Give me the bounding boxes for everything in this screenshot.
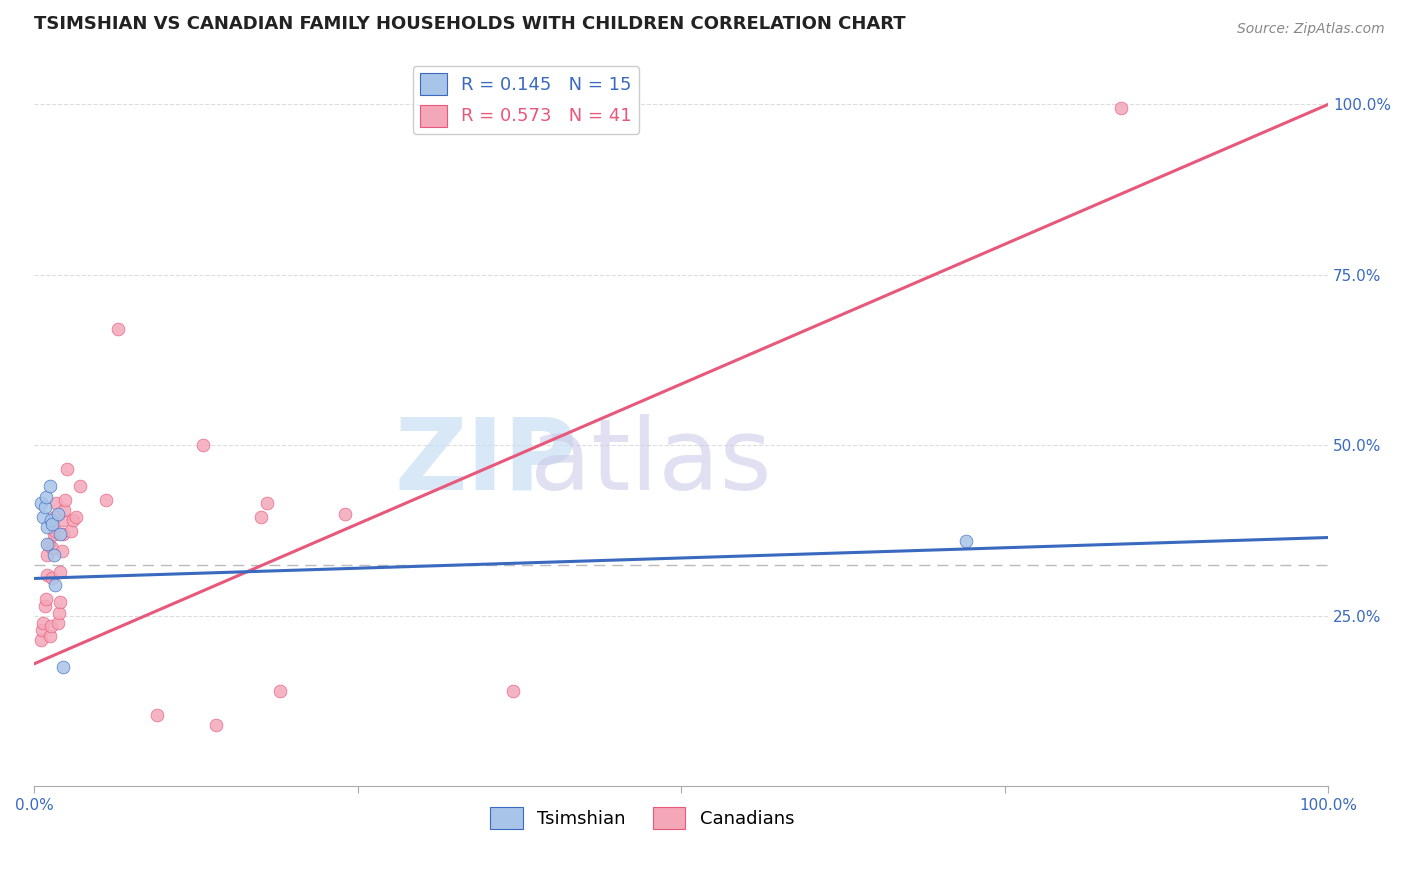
Point — [49, 565, 72, 579]
Point — [49, 527, 72, 541]
Point — [62, 513, 84, 527]
Point — [34, 599, 56, 613]
Point — [37, 568, 59, 582]
Point — [502, 684, 524, 698]
Point — [46, 507, 69, 521]
Point — [49, 595, 72, 609]
Point — [32, 615, 55, 630]
Text: Source: ZipAtlas.com: Source: ZipAtlas.com — [1237, 22, 1385, 37]
Point — [249, 510, 271, 524]
Point — [34, 500, 56, 514]
Point — [38, 479, 60, 493]
Point — [53, 503, 76, 517]
Point — [204, 718, 226, 732]
Point — [45, 496, 67, 510]
Point — [31, 623, 53, 637]
Point — [44, 510, 66, 524]
Point — [37, 548, 59, 562]
Point — [256, 496, 278, 510]
Point — [65, 510, 87, 524]
Point — [39, 619, 62, 633]
Point — [69, 479, 91, 493]
Point — [51, 544, 73, 558]
Text: atlas: atlas — [530, 414, 772, 511]
Point — [44, 578, 66, 592]
Point — [41, 541, 63, 555]
Point — [107, 322, 129, 336]
Point — [46, 615, 69, 630]
Point — [35, 490, 58, 504]
Point — [1109, 101, 1132, 115]
Point — [44, 524, 66, 538]
Point — [39, 513, 62, 527]
Text: TSIMSHIAN VS CANADIAN FAMILY HOUSEHOLDS WITH CHILDREN CORRELATION CHART: TSIMSHIAN VS CANADIAN FAMILY HOUSEHOLDS … — [34, 15, 905, 33]
Point — [269, 684, 291, 698]
Point — [38, 629, 60, 643]
Point — [55, 493, 77, 508]
Point — [191, 438, 214, 452]
Point — [59, 524, 82, 538]
Point — [38, 537, 60, 551]
Point — [333, 507, 356, 521]
Point — [955, 533, 977, 548]
Legend: Tsimshian, Canadians: Tsimshian, Canadians — [484, 800, 801, 837]
Point — [48, 606, 70, 620]
Point — [52, 513, 75, 527]
Point — [41, 571, 63, 585]
Point — [30, 496, 52, 510]
Point — [35, 591, 58, 606]
Point — [37, 537, 59, 551]
Point — [42, 527, 65, 541]
Point — [41, 516, 63, 531]
Point — [37, 520, 59, 534]
Point — [52, 660, 75, 674]
Point — [52, 527, 75, 541]
Point — [32, 510, 55, 524]
Point — [42, 548, 65, 562]
Point — [146, 707, 169, 722]
Point — [94, 493, 117, 508]
Point — [30, 632, 52, 647]
Point — [55, 462, 77, 476]
Text: ZIP: ZIP — [395, 414, 578, 511]
